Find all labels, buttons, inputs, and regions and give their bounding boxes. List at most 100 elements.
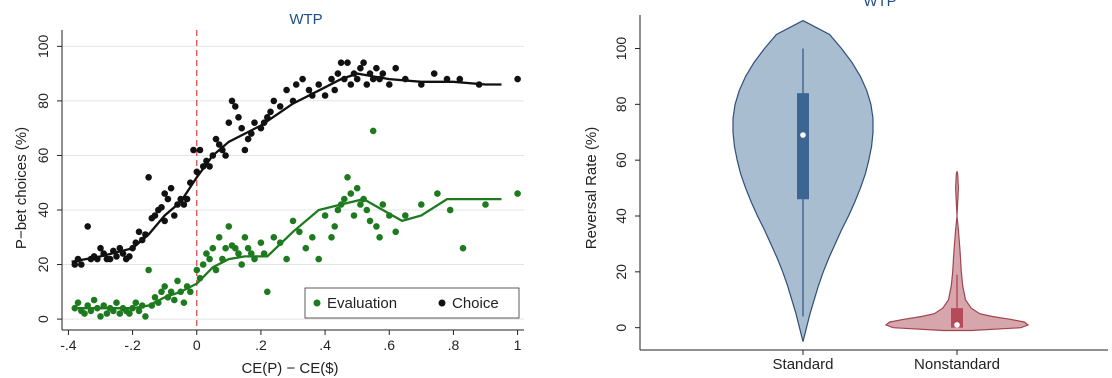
point-evaluation (514, 190, 521, 197)
point-evaluation (360, 195, 367, 203)
point-choice (353, 75, 361, 83)
point-evaluation (187, 288, 194, 296)
point-choice (145, 174, 152, 181)
point-evaluation (132, 299, 140, 307)
point-choice (369, 75, 377, 83)
point-choice (183, 195, 191, 203)
point-choice (248, 130, 255, 137)
point-evaluation (257, 239, 265, 246)
category-label: Standard (773, 356, 834, 373)
point-evaluation (222, 244, 229, 252)
point-evaluation (171, 296, 178, 304)
point-choice (135, 228, 143, 236)
point-evaluation (161, 283, 168, 290)
point-evaluation (344, 174, 351, 181)
x-tick-label: -.4 (60, 337, 77, 353)
point-choice (158, 204, 165, 211)
point-choice (392, 64, 400, 72)
point-choice (106, 255, 114, 263)
x-tick-label: 1 (514, 337, 522, 353)
category-label: Nonstandard (914, 356, 1000, 373)
point-choice (129, 244, 136, 252)
point-choice (241, 146, 249, 154)
legend-evaluation-marker (313, 299, 321, 307)
point-choice (94, 255, 101, 263)
point-choice (167, 184, 175, 192)
point-choice (257, 124, 265, 132)
y-tick-label: 80 (35, 93, 51, 109)
fit-line-choice (71, 72, 502, 263)
fit-line-evaluation (78, 197, 502, 310)
point-choice (174, 201, 181, 208)
point-evaluation (209, 244, 217, 252)
point-evaluation (206, 255, 213, 263)
point-evaluation (248, 250, 255, 257)
point-choice (260, 119, 268, 126)
point-choice (232, 103, 239, 110)
point-evaluation (235, 250, 242, 257)
point-evaluation (71, 304, 79, 312)
point-choice (276, 103, 284, 110)
point-evaluation (302, 244, 310, 252)
point-choice (161, 190, 168, 197)
point-choice (235, 114, 242, 121)
axes (57, 30, 524, 335)
point-choice (193, 168, 201, 176)
point-choice (164, 195, 172, 203)
point-choice (350, 70, 358, 77)
point-evaluation (193, 266, 201, 274)
legend-choice-marker (438, 299, 446, 307)
legend-box (304, 287, 520, 319)
point-choice (341, 75, 348, 83)
point-evaluation (363, 206, 371, 214)
legend-choice-label: Choice (452, 295, 499, 312)
point-evaluation (87, 307, 95, 315)
point-evaluation (283, 255, 290, 263)
median-marker (954, 322, 960, 328)
point-evaluation (446, 206, 454, 214)
point-choice (228, 97, 236, 105)
point-evaluation (174, 277, 181, 285)
point-choice (74, 255, 82, 263)
median-marker (800, 132, 806, 138)
point-evaluation (116, 310, 124, 317)
legend: Evaluation Choice (304, 287, 520, 319)
point-choice (187, 179, 194, 186)
point-choice (402, 75, 409, 83)
x-tick-label: 0 (193, 337, 201, 353)
point-choice (292, 81, 300, 88)
violin-nonstandard (884, 171, 1030, 332)
point-choice (315, 81, 323, 88)
point-evaluation (392, 228, 400, 236)
point-evaluation (158, 288, 165, 296)
point-evaluation (138, 302, 146, 309)
point-evaluation (90, 296, 98, 304)
x-tick-label: .8 (448, 337, 460, 353)
point-choice (283, 86, 290, 94)
point-choice (514, 75, 521, 83)
point-evaluation (110, 307, 117, 315)
scatter-points (71, 59, 521, 320)
violin-panel: WTP 0 20 40 60 80 100 Standard Nonstandard Reve… (583, 0, 1108, 373)
point-choice (203, 157, 210, 165)
point-evaluation (196, 274, 204, 282)
point-choice (151, 212, 159, 219)
point-choice (196, 146, 204, 154)
point-evaluation (337, 201, 345, 208)
point-choice (360, 59, 367, 66)
point-choice (357, 64, 364, 72)
point-choice (84, 223, 91, 230)
tick-labels: 0 20 40 60 80 100 Standard Nonstandard (613, 37, 1000, 373)
point-choice (334, 70, 342, 77)
point-evaluation (74, 299, 82, 307)
point-evaluation (129, 304, 136, 312)
point-evaluation (84, 302, 91, 309)
point-choice (267, 108, 274, 116)
point-evaluation (402, 212, 409, 219)
point-choice (373, 64, 380, 72)
point-evaluation (97, 313, 104, 320)
point-evaluation (232, 244, 239, 252)
point-choice (132, 239, 140, 246)
iqr-box (951, 308, 963, 328)
point-evaluation (309, 234, 316, 241)
